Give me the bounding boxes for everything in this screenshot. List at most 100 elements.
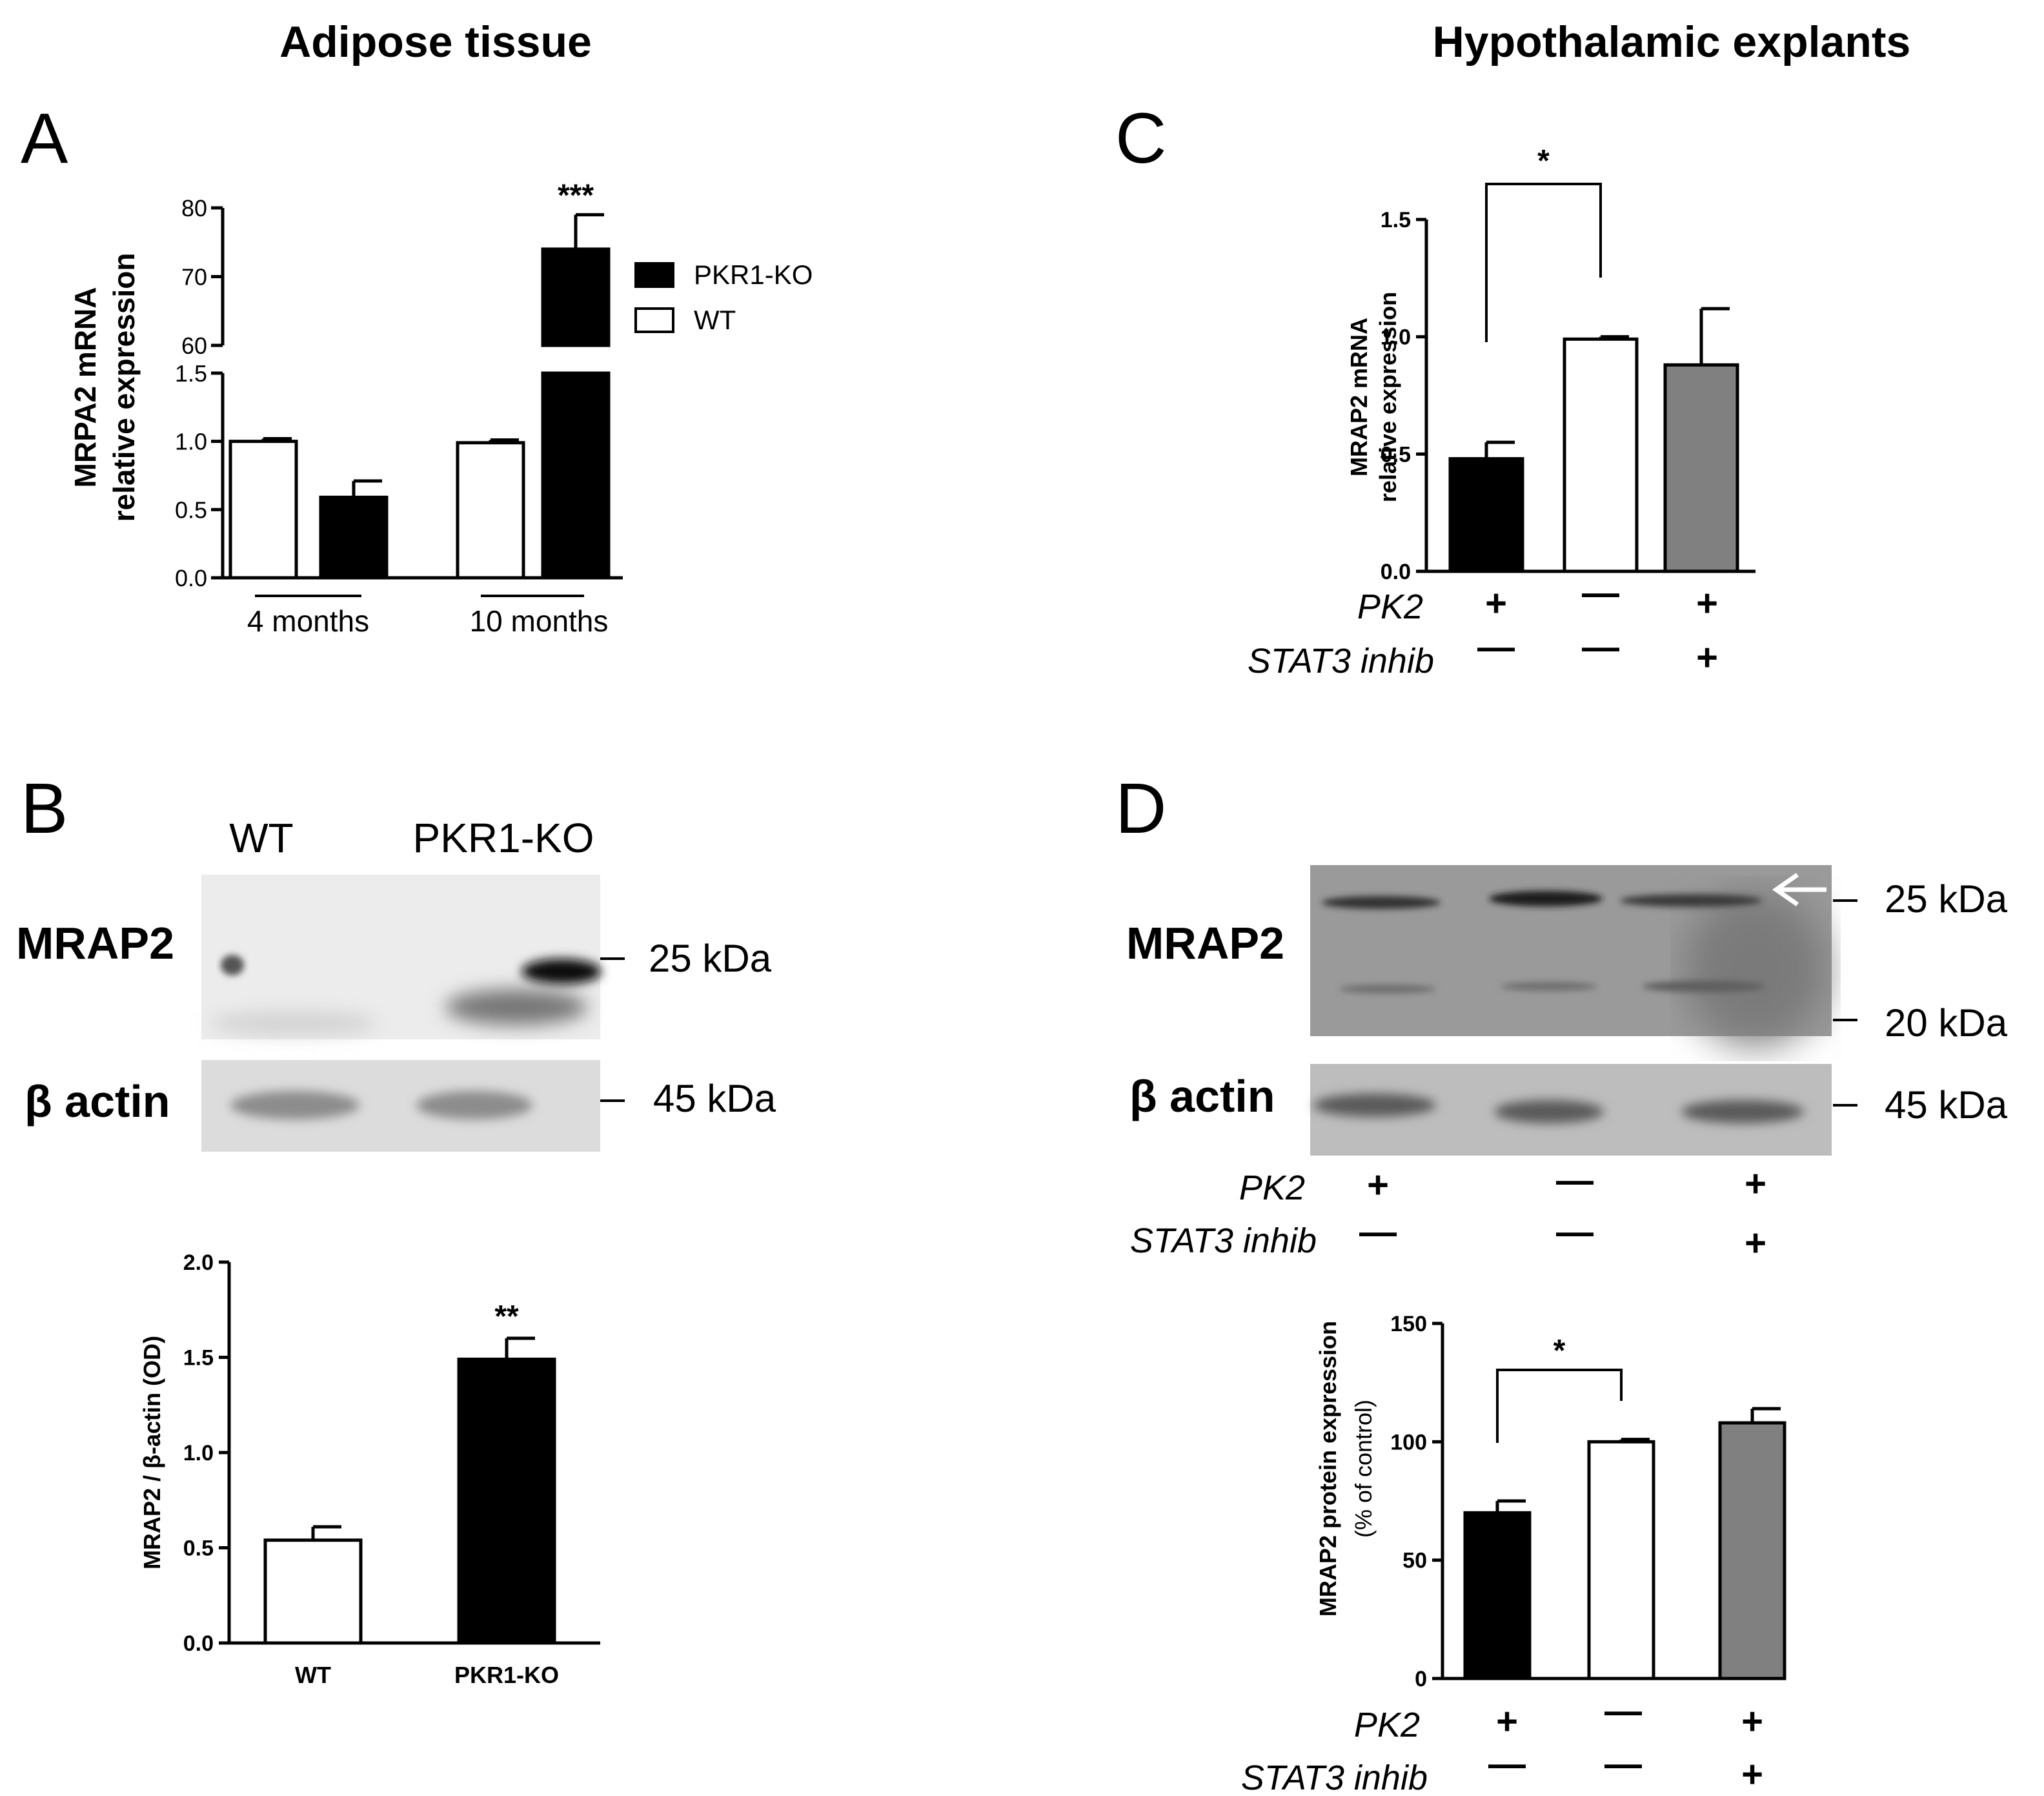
blot-d-actin-band-3 (1681, 1100, 1804, 1123)
y-tick-label: 0.5 (183, 1536, 214, 1561)
y-tick-label: 0.5 (175, 496, 207, 523)
condition-symbol: — (1582, 626, 1619, 668)
y-tick-label: 0.0 (183, 1631, 214, 1656)
bar (319, 495, 389, 580)
section-title-left: Adipose tissue (279, 17, 592, 66)
x-group-label: 10 months (470, 604, 609, 638)
bar (1448, 457, 1524, 573)
significance-bracket (1485, 183, 1602, 342)
panel-label-a: A (21, 99, 68, 178)
chart-d: 0 50 100 150 MRAP2 protein expression (% of c… (1241, 1312, 1786, 1796)
y-tick-label: 2.0 (183, 1250, 214, 1275)
blot-b-mrap2-label: MRAP2 (16, 918, 174, 968)
chart-a: 0.0 0.5 1.0 1.560 70 80 MRPA2 mRNA relative exp… (68, 179, 813, 638)
bar (1463, 1511, 1532, 1680)
condition-label: STAT3 inhib (1248, 642, 1434, 680)
blot-d-smear (1685, 891, 1826, 1046)
bar (456, 441, 525, 580)
blot-b-marker-25: 25 kDa (649, 937, 772, 980)
blot-d-band-3 (1620, 894, 1762, 907)
blot-d: MRAP2 β actin 25 kDa 20 kDa 45 kDa PK2 S… (1126, 865, 2008, 1264)
y-tick-label: 80 (181, 195, 207, 221)
condition-symbol: — (1604, 1690, 1642, 1732)
x-category-label: PKR1-KO (454, 1662, 559, 1688)
y-axis-label: MRAP2 / β-actin (OD) (139, 1336, 165, 1569)
blot-d-marker-25: 25 kDa (1885, 877, 2008, 921)
bar (263, 1538, 363, 1645)
condition-symbol: — (1582, 572, 1619, 614)
condition-symbol: — (1477, 626, 1515, 668)
condition-symbol: + (1741, 1700, 1763, 1742)
y-tick-label: 60 (181, 332, 207, 359)
y-tick-label: 1.0 (1381, 325, 1411, 350)
panel-label-d: D (1115, 769, 1166, 848)
y-tick-label: 1.0 (175, 429, 207, 455)
blot-b-actin-band-ko (416, 1091, 532, 1119)
bar (541, 247, 611, 347)
condition-label: PK2 (1357, 587, 1423, 626)
blot-d-lower-band-1 (1339, 985, 1436, 994)
x-category-label: WT (295, 1662, 331, 1688)
significance-label: ** (494, 1300, 519, 1334)
y-tick-label: 0.5 (1381, 442, 1411, 467)
y-tick-label: 1.5 (175, 360, 207, 387)
bar-lower-segment (541, 371, 611, 580)
blot-d-lower-band-3 (1643, 981, 1765, 992)
blot-d-band-2 (1489, 891, 1603, 906)
blot-b-actin-label: β actin (25, 1076, 170, 1127)
y-axis-label: MRAP2 mRNA (1346, 318, 1372, 476)
condition-symbol: + (1496, 1700, 1518, 1742)
condition-symbol: + (1485, 582, 1507, 624)
blot-b-marker-45: 45 kDa (653, 1077, 776, 1120)
bar (1563, 337, 1639, 573)
blot-d-lower-band-2 (1501, 982, 1597, 991)
blot-d-mrap2-label: MRAP2 (1126, 918, 1284, 968)
blot-d-marker-20: 20 kDa (1885, 1001, 2008, 1045)
y-axis-label: (% of control) (1350, 1400, 1377, 1538)
condition-symbol: + (1696, 582, 1718, 624)
y-tick-label: 1.5 (183, 1346, 214, 1371)
blot-d-sym-0-2: + (1745, 1163, 1766, 1205)
blot-d-band-1 (1322, 896, 1441, 909)
y-axis-label: MRAP2 protein expression (1315, 1321, 1341, 1617)
bar (1587, 1440, 1655, 1680)
section-title-right: Hypothalamic explants (1433, 17, 1911, 66)
legend-label: PKR1-KO (694, 260, 813, 290)
y-tick-label: 150 (1390, 1312, 1427, 1336)
y-tick-label: 0.0 (175, 565, 207, 591)
legend-label: WT (694, 305, 736, 335)
blot-d-sym-0-0: + (1367, 1164, 1389, 1206)
blot-d-sym-0-1: — (1556, 1159, 1594, 1201)
y-tick-label: 0.0 (1381, 560, 1411, 584)
blot-d-sym-1-2: + (1745, 1222, 1766, 1264)
y-tick-label: 1.0 (183, 1441, 214, 1465)
condition-symbol: + (1696, 637, 1718, 679)
legend-swatch (634, 307, 674, 333)
blot-d-cond-stat3: STAT3 inhib (1130, 1221, 1317, 1260)
y-tick-label: 1.5 (1381, 208, 1411, 232)
blot-d-arrow-icon (1772, 873, 1799, 906)
condition-symbol: — (1488, 1743, 1526, 1785)
condition-symbol: + (1741, 1753, 1763, 1795)
y-tick-label: 50 (1402, 1549, 1427, 1573)
blot-d-cond-pk2: PK2 (1239, 1168, 1305, 1207)
blot-d-sym-1-0: — (1359, 1211, 1397, 1253)
bar (228, 440, 298, 580)
significance-label: * (1537, 144, 1550, 178)
bar (1718, 1421, 1786, 1680)
condition-symbol: — (1604, 1743, 1642, 1785)
blot-d-actin-band-2 (1494, 1100, 1604, 1123)
blot-b: WT PKR1-KO MRAP2 β actin 25 kDa 45 kDa (16, 815, 776, 1152)
blot-b-lane-wt: WT (229, 815, 294, 861)
panel-label-c: C (1115, 99, 1166, 178)
bar (457, 1357, 556, 1645)
blot-b-mrap2-band (521, 959, 602, 985)
x-group-label: 4 months (247, 604, 369, 638)
blot-d-actin-label: β actin (1129, 1071, 1275, 1121)
significance-bracket (1496, 1369, 1623, 1443)
y-axis-label: MRPA2 mRNA (68, 287, 102, 488)
bar (1663, 363, 1739, 573)
blot-b-lower-band (445, 989, 587, 1025)
y-tick-label: 100 (1390, 1430, 1427, 1454)
